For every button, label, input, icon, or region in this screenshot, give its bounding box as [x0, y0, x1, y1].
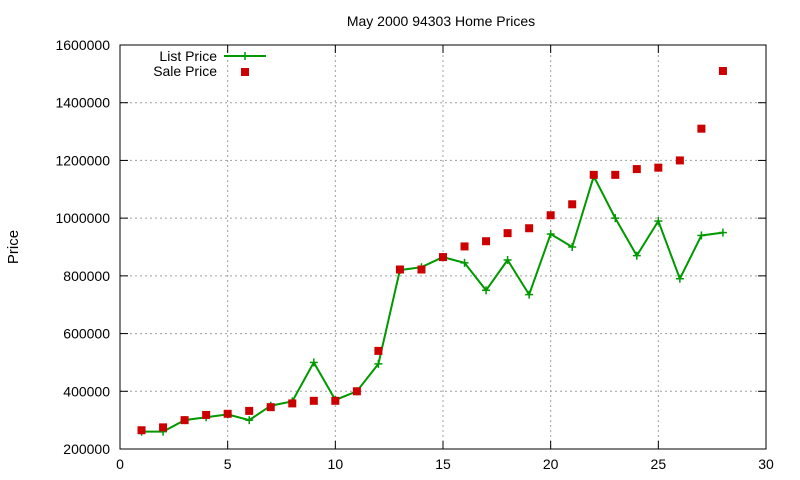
- data-point-plus: [309, 358, 318, 367]
- series-layer: [137, 66, 727, 436]
- y-tick-label: 1000000: [55, 210, 110, 226]
- tick-layer: 200000 400000 600000 800000 1000000 1200000 14…: [55, 37, 774, 472]
- data-point-square: [137, 426, 146, 435]
- data-point-square: [654, 163, 663, 172]
- data-point-square: [503, 229, 512, 238]
- x-tick-label: 0: [116, 456, 124, 472]
- y-tick-label: 800000: [63, 268, 110, 284]
- data-point-square: [611, 170, 620, 179]
- series-line: [141, 173, 724, 433]
- data-point-square: [223, 409, 232, 418]
- x-tick-label: 15: [435, 456, 451, 472]
- y-tick-label: 600000: [63, 326, 110, 342]
- data-point-plus: [697, 231, 706, 240]
- data-point-square: [180, 416, 189, 425]
- grid-layer: [120, 45, 766, 449]
- data-point-square: [589, 170, 598, 179]
- data-point-plus: [654, 217, 663, 226]
- data-point-plus: [245, 416, 254, 425]
- y-tick-label: 1400000: [55, 95, 110, 111]
- legend-label-sale-price: Sale Price: [153, 63, 217, 79]
- data-point-plus: [482, 286, 491, 295]
- data-point-square: [417, 265, 426, 274]
- data-point-plus: [374, 359, 383, 368]
- data-point-square: [460, 242, 469, 251]
- x-tick-label: 30: [758, 456, 774, 472]
- y-tick-label: 200000: [63, 441, 110, 457]
- x-tick-label: 20: [543, 456, 559, 472]
- data-point-square: [568, 200, 577, 209]
- y-tick-label: 1600000: [55, 37, 110, 53]
- x-tick-label: 5: [224, 456, 232, 472]
- legend-symbol-sale-price: [241, 68, 249, 76]
- data-point-plus: [503, 255, 512, 264]
- data-point-square: [675, 156, 684, 165]
- data-point-plus: [675, 274, 684, 283]
- legend-plus: [241, 52, 249, 60]
- chart-title: May 2000 94303 Home Prices: [347, 13, 535, 29]
- data-point-square: [331, 396, 340, 405]
- data-point-square: [718, 66, 727, 75]
- data-point-plus: [568, 243, 577, 251]
- series-sale-price: [137, 66, 727, 435]
- data-point-square: [632, 165, 641, 174]
- data-point-plus: [546, 230, 555, 239]
- data-point-square: [245, 406, 254, 415]
- data-point-square: [159, 423, 168, 432]
- data-point-square: [482, 237, 491, 246]
- data-point-plus: [632, 251, 641, 260]
- y-axis-label: Price: [5, 230, 22, 264]
- data-point-square: [202, 410, 211, 419]
- data-point-square: [266, 403, 275, 412]
- data-point-square: [546, 211, 555, 220]
- series-list-price: [137, 172, 727, 436]
- x-tick-label: 10: [328, 456, 344, 472]
- data-point-square: [374, 346, 383, 355]
- data-point-plus: [611, 214, 620, 223]
- data-point-square: [525, 224, 534, 233]
- legend-label-list-price: List Price: [159, 48, 217, 64]
- data-point-plus: [460, 258, 469, 267]
- data-point-square: [352, 387, 361, 396]
- data-point-square: [309, 396, 318, 405]
- legend-square: [241, 68, 249, 76]
- y-tick-label: 1200000: [55, 152, 110, 168]
- data-point-square: [697, 124, 706, 133]
- data-point-square: [288, 399, 297, 408]
- legend: List Price Sale Price: [153, 48, 266, 79]
- legend-symbol-list-price: [224, 52, 266, 60]
- data-point-plus: [718, 228, 727, 237]
- data-point-square: [439, 253, 447, 262]
- x-tick-label: 25: [651, 456, 667, 472]
- y-tick-label: 400000: [63, 383, 110, 399]
- data-point-plus: [525, 290, 534, 299]
- data-point-square: [395, 265, 404, 274]
